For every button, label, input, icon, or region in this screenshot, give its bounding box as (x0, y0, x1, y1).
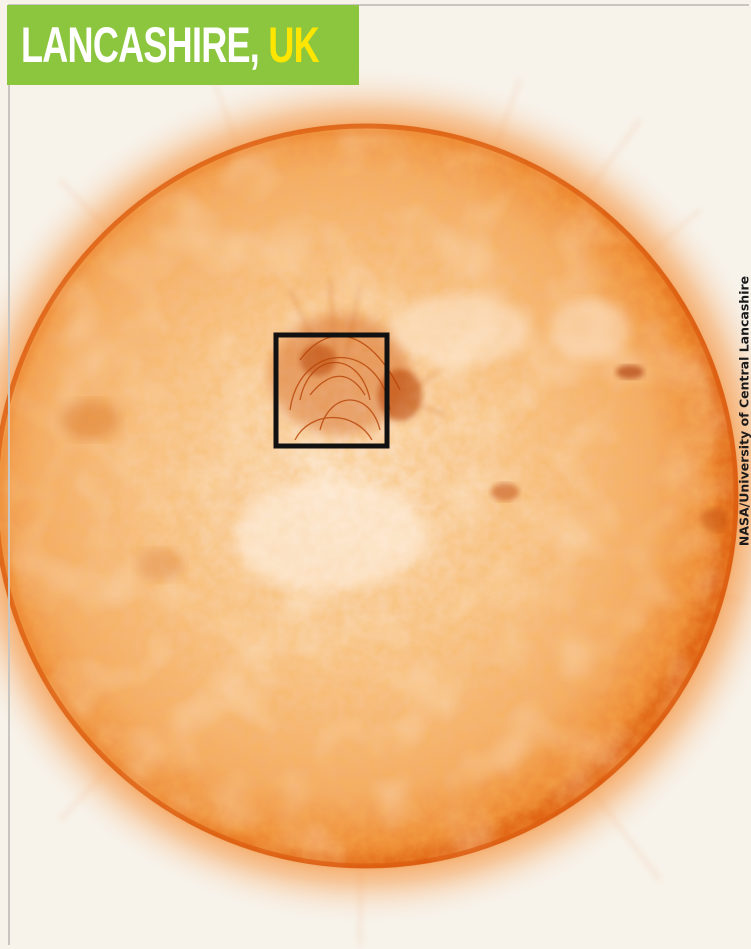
title-place: LANCASHIRE, (21, 17, 260, 73)
photo-credit: NASA/University of Central Lancashire (736, 275, 751, 547)
title-banner: LANCASHIRE, UK (7, 5, 359, 85)
title-country: UK (268, 17, 319, 73)
location-title: LANCASHIRE, UK (21, 17, 320, 73)
title-space (259, 17, 268, 73)
highlight-box (273, 332, 390, 449)
